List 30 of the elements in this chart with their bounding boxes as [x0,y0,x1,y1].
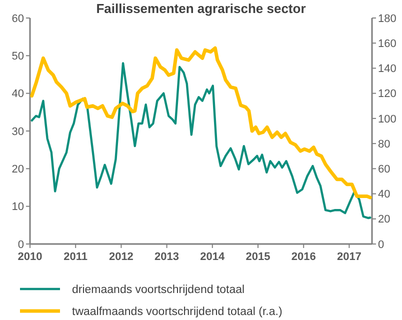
y-tick-label: 30 [12,126,24,138]
y-tick-label: 40 [12,88,24,100]
y-tick-label: 10 [12,201,24,214]
x-tick-label: 2013 [154,251,180,263]
x-tick-label: 2015 [246,251,270,263]
y2-tick-label: 80 [378,138,390,150]
y-tick-label: 50 [12,50,24,63]
y-tick-label: 20 [12,164,24,176]
line-series [30,46,372,200]
x-tick-label: 2016 [291,251,316,263]
legend-label: twaalfmaands voortschrijdend totaal (r.a.) [72,306,282,318]
y-tick-label: 60 [12,12,24,25]
x-tick-label: 2014 [200,251,226,263]
y2-tick-label: 20 [378,214,390,226]
y2-tick-label: 180 [378,12,396,25]
y2-tick-label: 100 [378,113,396,126]
legend-label: driemaands voortschrijdend totaal [72,284,245,296]
x-tick-label: 2011 [64,251,88,263]
y2-tick-label: 140 [378,63,396,76]
chart-title: Faillissementen agrarische sector [96,1,306,16]
y2-tick-label: 0 [378,238,384,251]
x-tick-label: 2010 [18,251,42,263]
x-tick-label: 2017 [336,251,362,263]
x-tick-label: 2012 [108,251,134,263]
y-tick-label: 0 [18,238,24,251]
y2-tick-label: 120 [378,88,396,100]
y2-tick-label: 160 [378,38,396,50]
y2-tick-label: 40 [378,188,390,201]
line-series [30,62,372,220]
y2-tick-label: 60 [378,164,390,176]
